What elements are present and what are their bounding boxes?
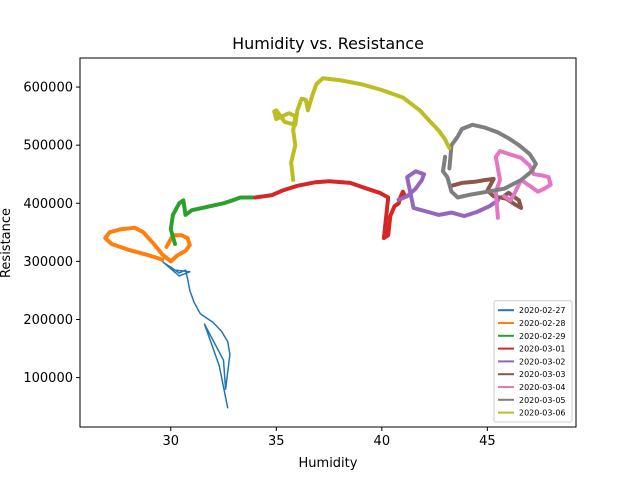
series-line-2020-03-06 bbox=[272, 76, 452, 182]
y-tick-label: 500000 bbox=[23, 139, 73, 154]
series-layer bbox=[103, 76, 553, 409]
series-line-2020-02-28 bbox=[103, 225, 192, 264]
legend-entry: 2020-03-01 bbox=[519, 345, 566, 354]
y-tick-label: 300000 bbox=[23, 255, 73, 270]
legend-entry: 2020-03-05 bbox=[519, 396, 566, 405]
plot-frame bbox=[79, 57, 577, 428]
y-axis-ticks: 100000 200000 300000 400000 500000 600000 bbox=[23, 81, 80, 386]
legend-entry: 2020-02-29 bbox=[519, 332, 566, 341]
y-tick-label: 600000 bbox=[23, 81, 73, 96]
legend-entry: 2020-02-27 bbox=[519, 306, 566, 315]
x-tick-label: 40 bbox=[374, 434, 391, 449]
legend-box bbox=[493, 300, 573, 423]
series-line-2020-03-05 bbox=[441, 122, 538, 200]
legend-entry: 2020-03-04 bbox=[519, 383, 566, 392]
series-line-2020-02-29 bbox=[168, 195, 256, 246]
x-tick-label: 45 bbox=[479, 434, 496, 449]
y-tick-label: 400000 bbox=[23, 197, 73, 212]
series-line-2020-02-27 bbox=[161, 260, 231, 409]
y-axis-label: Resistance bbox=[0, 208, 14, 278]
legend-entry: 2020-02-28 bbox=[519, 319, 566, 328]
x-axis-label: Humidity bbox=[299, 456, 358, 471]
legend-entry: 2020-03-02 bbox=[519, 357, 566, 366]
legend-entry: 2020-03-03 bbox=[519, 370, 566, 379]
x-axis-ticks: 30 35 40 45 bbox=[162, 427, 496, 449]
y-tick-label: 200000 bbox=[23, 313, 73, 328]
legend: 2020-02-27 2020-02-28 2020-02-29 2020-03-01… bbox=[493, 300, 573, 423]
x-tick-label: 30 bbox=[162, 434, 179, 449]
series-line-2020-03-01 bbox=[253, 179, 407, 241]
chart-title: Humidity vs. Resistance bbox=[232, 34, 424, 53]
y-tick-label: 100000 bbox=[23, 371, 73, 386]
legend-entry: 2020-03-06 bbox=[519, 409, 566, 418]
x-tick-label: 35 bbox=[268, 434, 285, 449]
series-line-2020-03-02 bbox=[396, 169, 500, 219]
series-line-2020-03-03 bbox=[449, 176, 524, 210]
